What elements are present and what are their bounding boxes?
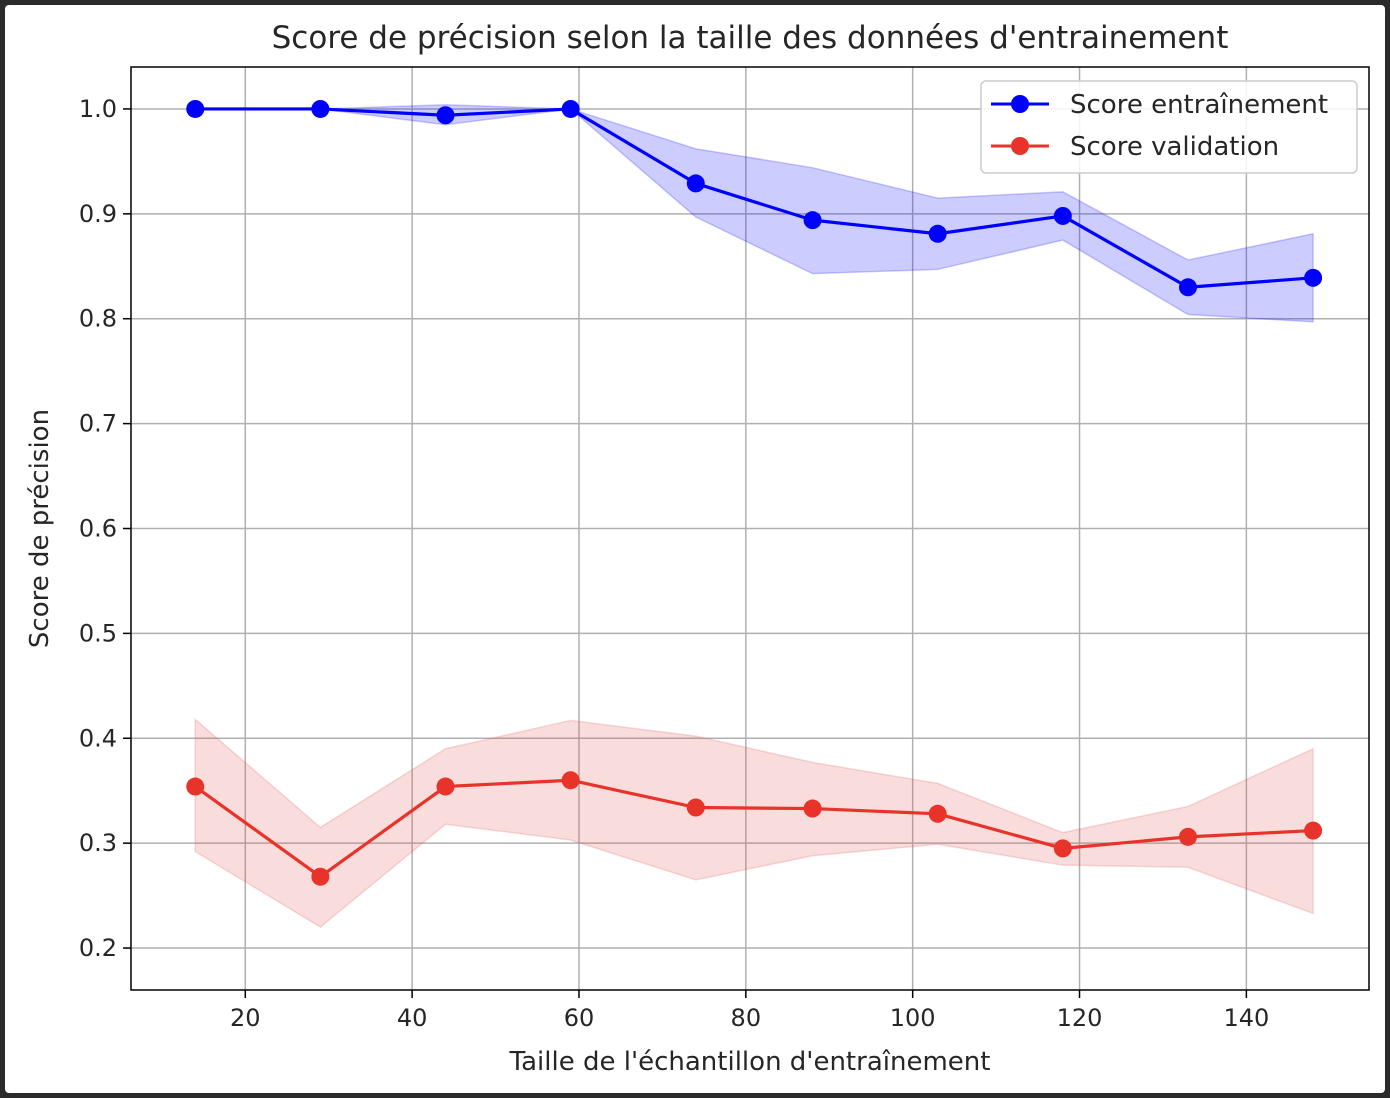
series-point-1 xyxy=(311,867,330,886)
series-line-0 xyxy=(195,107,1314,289)
y-tick-label: 0.4 xyxy=(79,724,117,752)
x-tick-label: 60 xyxy=(564,1004,595,1032)
series-point-1 xyxy=(1304,821,1323,840)
series-point-1 xyxy=(561,771,580,790)
chart-title: Score de précision selon la taille des d… xyxy=(272,20,1229,56)
y-tick-label: 0.7 xyxy=(79,410,117,438)
series-point-0 xyxy=(803,211,822,230)
y-tick-label: 0.2 xyxy=(79,934,117,962)
x-tick-label: 80 xyxy=(731,1004,762,1032)
legend-label-train: Score entraînement xyxy=(1070,90,1328,120)
series-point-0 xyxy=(1178,278,1197,297)
series-point-1 xyxy=(928,804,947,823)
y-tick-label: 0.3 xyxy=(79,829,117,857)
series-point-0 xyxy=(561,99,580,118)
series-point-1 xyxy=(686,798,705,817)
series-point-0 xyxy=(1304,268,1323,287)
legend-marker-validation xyxy=(1011,137,1029,155)
series-line-1 xyxy=(194,778,1314,879)
figure-card: 20 40 60 80 100 120 140 0.2 0.3 0.4 0.5 0.6 0.7 0.8 0.… xyxy=(5,5,1385,1093)
legend-entry-train: Score entraînement xyxy=(991,90,1328,120)
band-layer xyxy=(194,104,1314,928)
legend-box xyxy=(980,80,1358,174)
grid-layer xyxy=(131,67,1369,990)
x-tick-label: 20 xyxy=(230,1004,261,1032)
x-tick-label: 100 xyxy=(890,1004,936,1032)
series-point-1 xyxy=(186,777,205,796)
x-tick-label: 40 xyxy=(397,1004,428,1032)
x-tick-label: 120 xyxy=(1057,1004,1103,1032)
series-point-1 xyxy=(436,777,455,796)
series-point-1 xyxy=(803,799,822,818)
y-tick-label: 0.5 xyxy=(79,619,117,647)
series-point-0 xyxy=(1053,206,1072,225)
series-point-1 xyxy=(1053,839,1072,858)
legend: Score entraînement Score validation xyxy=(980,80,1358,174)
series-point-0 xyxy=(436,106,455,125)
line-layer xyxy=(186,99,1323,886)
y-tick-label: 0.9 xyxy=(79,200,117,228)
y-axis-label: Score de précision xyxy=(25,409,55,648)
learning-curve-chart: 20 40 60 80 100 120 140 0.2 0.3 0.4 0.5 0.6 0.7 0.8 0.… xyxy=(25,20,1370,1077)
series-band-1 xyxy=(194,717,1314,928)
series-point-0 xyxy=(928,224,947,243)
y-tick-label: 0.6 xyxy=(79,515,117,543)
x-tick-label: 140 xyxy=(1223,1004,1269,1032)
series-point-0 xyxy=(186,99,205,118)
tick-layer: 20 40 60 80 100 120 140 0.2 0.3 0.4 0.5 0.6 0.7 0.8 0.… xyxy=(79,95,1269,1032)
legend-label-validation: Score validation xyxy=(1070,132,1279,162)
legend-marker-train xyxy=(1011,95,1029,113)
series-point-0 xyxy=(311,99,330,118)
x-axis-label: Taille de l'échantillon d'entraînement xyxy=(509,1047,991,1077)
legend-entry-validation: Score validation xyxy=(991,132,1279,162)
y-tick-label: 1.0 xyxy=(79,95,117,123)
series-point-0 xyxy=(686,174,705,193)
series-point-1 xyxy=(1178,827,1197,846)
y-tick-label: 0.8 xyxy=(79,305,117,333)
